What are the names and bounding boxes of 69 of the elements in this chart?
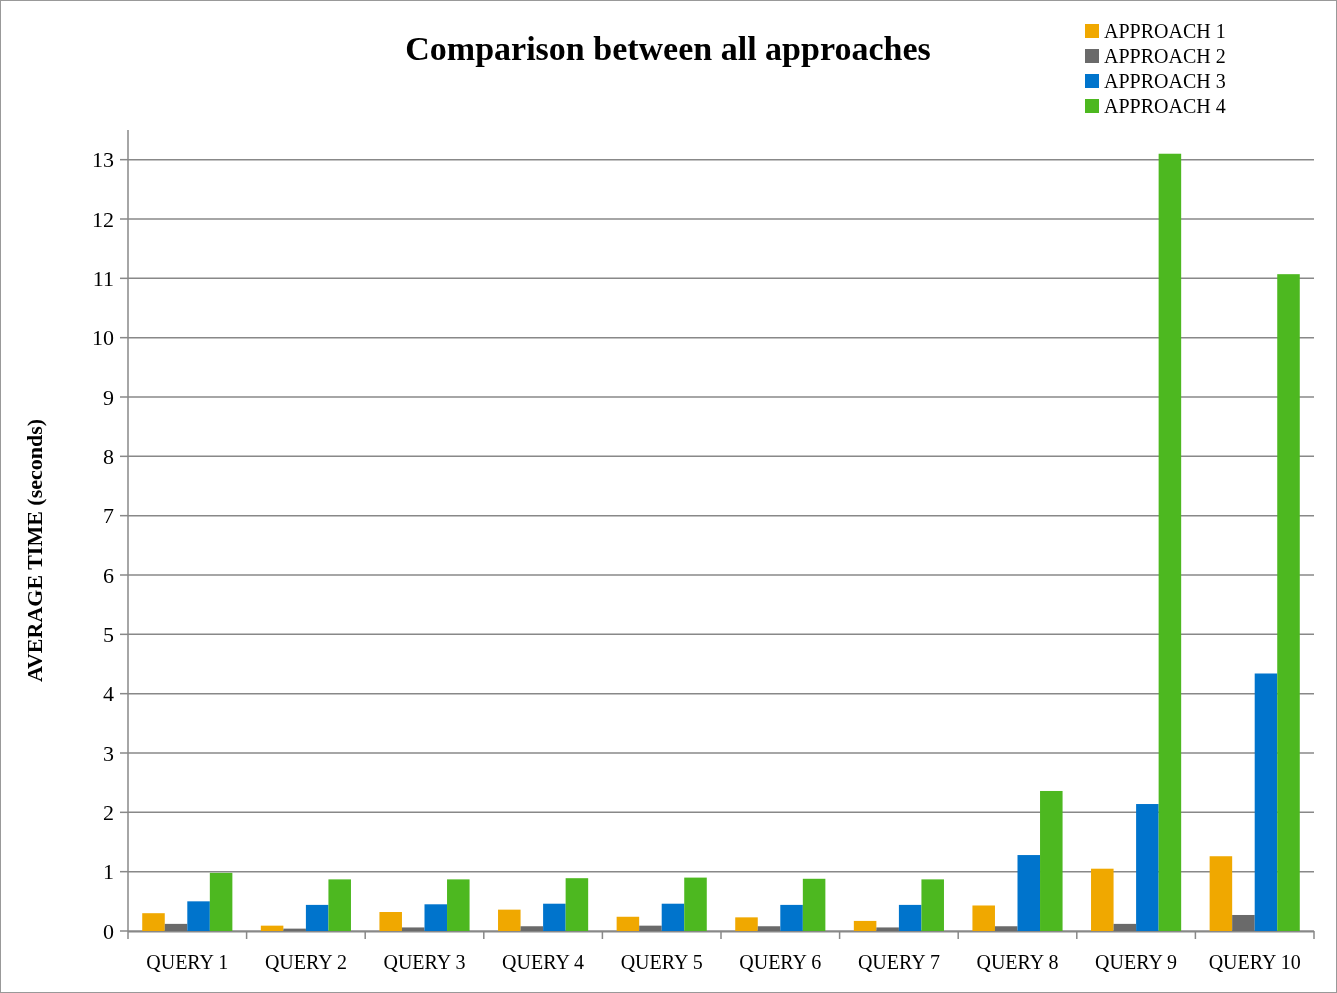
bar <box>1254 673 1278 931</box>
y-tick-label: 3 <box>103 740 114 766</box>
bar <box>447 879 470 931</box>
x-tick-label: QUERY 6 <box>739 951 822 973</box>
x-tick-label: QUERY 10 <box>1208 951 1301 973</box>
bar <box>1091 868 1114 931</box>
bar <box>1158 153 1182 931</box>
y-tick-label: 5 <box>103 622 114 648</box>
x-tick-label: QUERY 5 <box>620 951 703 973</box>
bar <box>898 904 922 931</box>
x-tick-label: QUERY 4 <box>502 951 585 973</box>
bar <box>661 903 685 931</box>
bar <box>1017 855 1041 931</box>
bar <box>972 905 995 931</box>
bar <box>639 925 662 931</box>
legend-label: APPROACH 2 <box>1104 45 1226 67</box>
bar <box>1136 804 1159 931</box>
y-tick-label: 12 <box>92 206 114 232</box>
bar <box>876 927 899 931</box>
bar <box>543 903 566 931</box>
bar <box>684 877 707 931</box>
bar <box>498 909 521 931</box>
bar <box>305 904 329 931</box>
y-tick-label: 11 <box>92 266 114 292</box>
bar <box>1232 914 1255 931</box>
x-tick-label: QUERY 9 <box>1095 951 1178 973</box>
bar <box>187 901 210 931</box>
y-tick-label: 1 <box>103 859 114 885</box>
chart-title: Comparison between all approaches <box>405 30 931 67</box>
x-tick-label: QUERY 7 <box>857 951 940 973</box>
bar <box>401 927 425 931</box>
x-tick-label: QUERY 1 <box>146 951 229 973</box>
y-tick-label: 0 <box>103 918 114 944</box>
bar <box>994 926 1018 931</box>
bar <box>802 878 826 931</box>
bar <box>520 926 544 931</box>
y-tick-label: 6 <box>103 562 114 588</box>
bar <box>260 925 284 931</box>
legend-label: APPROACH 4 <box>1104 95 1226 117</box>
y-tick-label: 7 <box>103 503 114 529</box>
bar <box>424 904 448 931</box>
x-tick-label: QUERY 2 <box>264 951 347 973</box>
x-tick-label: QUERY 3 <box>383 951 466 973</box>
legend-label: APPROACH 1 <box>1104 20 1226 42</box>
y-tick-label: 8 <box>103 444 114 470</box>
bar <box>1113 923 1137 931</box>
bar <box>164 923 188 931</box>
bar <box>1209 856 1233 931</box>
bar <box>379 912 402 931</box>
y-tick-label: 10 <box>92 325 114 351</box>
bar <box>921 879 944 931</box>
bar <box>616 916 640 931</box>
bar <box>780 904 803 931</box>
bar <box>209 872 233 931</box>
y-tick-label: 13 <box>92 147 114 173</box>
bar <box>1040 790 1063 931</box>
bar <box>735 917 758 931</box>
bar <box>565 878 589 931</box>
bar <box>757 926 781 931</box>
bar <box>1277 274 1300 931</box>
y-axis-title: AVERAGE TIME (seconds) <box>22 418 47 683</box>
legend-label: APPROACH 3 <box>1104 70 1226 92</box>
bar <box>142 913 165 931</box>
x-tick-label: QUERY 8 <box>976 951 1059 973</box>
bar <box>853 920 877 931</box>
y-tick-label: 4 <box>103 681 114 707</box>
bar <box>328 879 351 931</box>
y-tick-label: 2 <box>103 800 114 826</box>
y-tick-label: 9 <box>103 384 114 410</box>
